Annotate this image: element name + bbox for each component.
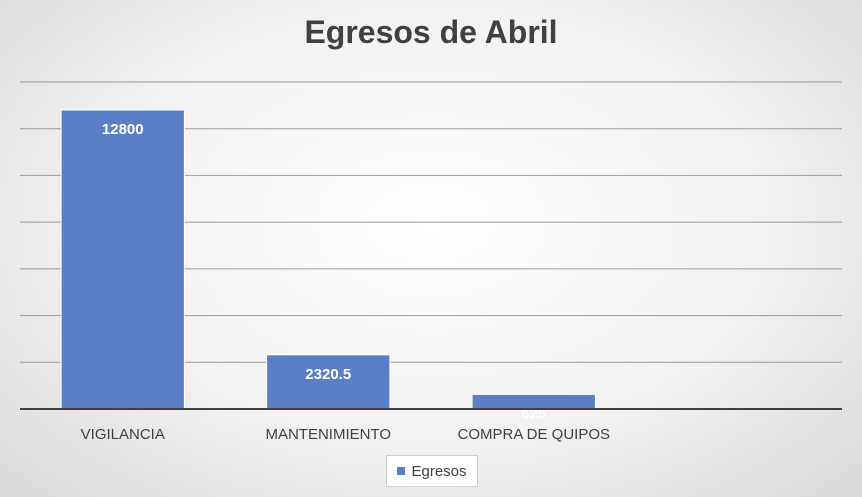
data-label-0: 12800	[102, 121, 144, 138]
data-label-1: 2320.5	[305, 366, 351, 383]
x-tick-label-0: VIGILANCIA	[81, 426, 165, 443]
data-label-2: 625	[521, 405, 546, 422]
bar-0	[60, 109, 185, 410]
legend-label-egresos: Egresos	[411, 462, 467, 480]
x-tick-label-1: MANTENIMIENTO	[265, 426, 391, 443]
legend-swatch-egresos	[397, 467, 406, 475]
chart-title: Egresos de Abril	[304, 14, 558, 50]
x-tick-label-2: COMPRA DE QUIPOS	[457, 426, 610, 443]
legend: Egresos	[386, 455, 478, 487]
bar-1	[266, 354, 391, 410]
